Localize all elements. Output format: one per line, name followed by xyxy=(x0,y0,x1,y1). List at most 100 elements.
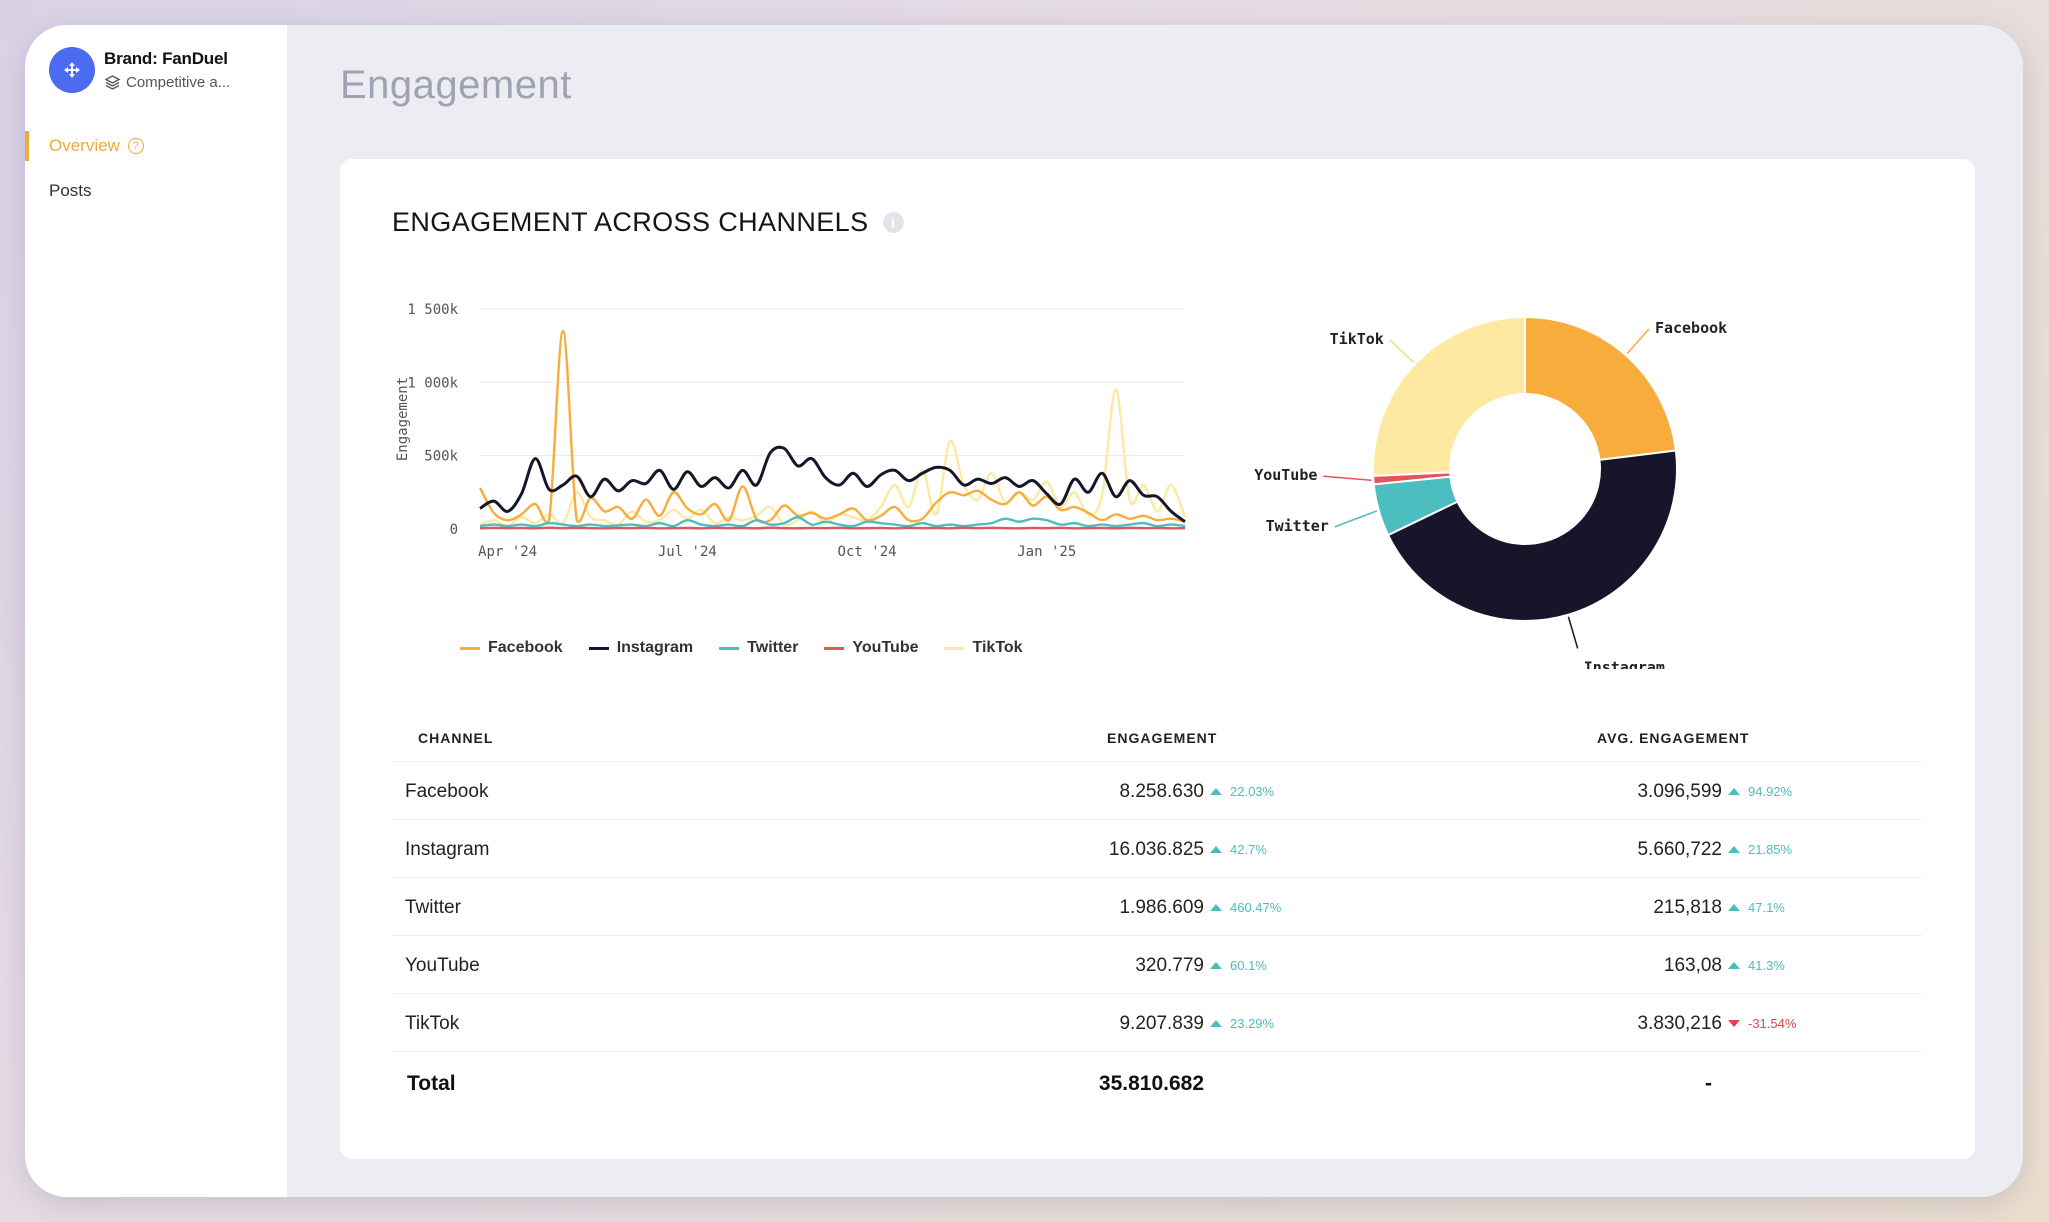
table-row[interactable]: Twitter 1.986.609 460.47% 215,818 47.1% xyxy=(392,878,1922,936)
row-avg-change-text: -31.54% xyxy=(1748,1016,1797,1031)
donut-slice-tiktok[interactable] xyxy=(1372,315,1526,477)
row-engagement-change-text: 22.03% xyxy=(1230,784,1275,799)
donut-label-facebook: Facebook xyxy=(1655,319,1727,337)
row-avg-engagement: 3.096,599 xyxy=(1637,781,1722,802)
trend-up-icon xyxy=(1728,904,1740,911)
donut-label-instagram: Instagram xyxy=(1584,658,1665,669)
engagement-card: ENGAGEMENT ACROSS CHANNELS i 0 500k 1 000k… xyxy=(340,159,1975,1159)
row-engagement: 16.036.825 xyxy=(1108,839,1204,860)
series-line-instagram[interactable] xyxy=(479,445,1186,523)
legend-item-twitter[interactable]: Twitter xyxy=(719,639,798,657)
info-icon[interactable]: i xyxy=(882,212,904,233)
row-engagement-change-text: 23.29% xyxy=(1230,1016,1275,1031)
table-row[interactable]: Instagram 16.036.825 42.7% 5.660,722 21.85% xyxy=(392,820,1922,878)
header-channel: CHANNEL xyxy=(418,730,494,746)
x-tick-label: Jul '24 xyxy=(658,544,717,560)
y-axis-label: Engagement xyxy=(395,377,411,461)
total-engagement: 35.810.682 xyxy=(1098,1072,1204,1095)
row-engagement-change: 42.7% xyxy=(1210,842,1267,857)
legend-label-tiktok: TikTok xyxy=(972,639,1023,656)
header-engagement: ENGAGEMENT xyxy=(1107,730,1218,746)
trend-up-icon xyxy=(1210,846,1222,853)
donut-connector xyxy=(1389,339,1415,364)
row-engagement-change: 23.29% xyxy=(1210,1016,1274,1031)
y-tick-label: 1 500k xyxy=(407,302,458,318)
row-avg-change-text: 21.85% xyxy=(1748,842,1793,857)
trend-up-icon xyxy=(1728,962,1740,969)
legend-label-instagram: Instagram xyxy=(616,639,694,656)
donut-connector xyxy=(1323,475,1372,481)
row-channel: YouTube xyxy=(405,955,480,976)
brand-subtitle: Competitive a... xyxy=(104,74,230,91)
row-engagement: 8.258.630 xyxy=(1119,781,1204,802)
card-title: ENGAGEMENT ACROSS CHANNELS i xyxy=(392,207,904,238)
card-title-text: ENGAGEMENT ACROSS CHANNELS xyxy=(392,207,869,237)
nav-item-posts[interactable]: Posts xyxy=(25,176,287,206)
sidebar: Brand: FanDuel Competitive a... Overview… xyxy=(25,25,287,1197)
row-channel: Twitter xyxy=(405,897,461,918)
donut-connector xyxy=(1334,510,1378,528)
legend-item-tiktok[interactable]: TikTok xyxy=(944,639,1023,657)
table-row[interactable]: YouTube 320.779 60.1% 163,08 41.3% xyxy=(392,936,1922,994)
row-engagement: 320.779 xyxy=(1135,955,1204,976)
row-avg-change-text: 94.92% xyxy=(1748,784,1793,799)
legend-swatch-facebook xyxy=(460,646,480,650)
channel-table: CHANNEL ENGAGEMENT AVG. ENGAGEMENT Faceb… xyxy=(392,714,1922,1114)
row-avg-engagement: 3.830,216 xyxy=(1637,1013,1722,1034)
legend-swatch-tiktok xyxy=(944,646,965,650)
table-header: CHANNEL ENGAGEMENT AVG. ENGAGEMENT xyxy=(392,714,1922,762)
legend-item-youtube[interactable]: YouTube xyxy=(824,639,918,657)
trend-up-icon xyxy=(1210,904,1222,911)
donut-label-youtube: YouTube xyxy=(1254,466,1317,484)
y-tick-label: 0 xyxy=(450,522,458,538)
chart-legend: Facebook Instagram Twitter YouTube TikTo… xyxy=(460,639,1049,657)
row-channel: Facebook xyxy=(405,781,489,802)
table-total-row: Total 35.810.682 - xyxy=(392,1052,1922,1114)
help-icon[interactable]: ? xyxy=(127,138,144,154)
trend-up-icon xyxy=(1210,962,1222,969)
row-channel: Instagram xyxy=(405,839,490,860)
brand-header[interactable]: Brand: FanDuel Competitive a... xyxy=(49,47,230,93)
row-engagement-change-text: 42.7% xyxy=(1230,842,1267,857)
total-avg-engagement: - xyxy=(1705,1072,1712,1095)
table-row[interactable]: TikTok 9.207.839 23.29% 3.830,216 -31.54% xyxy=(392,994,1922,1052)
nav-item-overview[interactable]: Overview ? xyxy=(25,131,287,161)
donut-label-tiktok: TikTok xyxy=(1330,330,1384,348)
page-title: Engagement xyxy=(340,63,572,107)
x-tick-label: Oct '24 xyxy=(838,544,897,560)
legend-item-instagram[interactable]: Instagram xyxy=(588,639,694,657)
y-tick-label: 1 000k xyxy=(407,375,458,391)
row-avg-change: 21.85% xyxy=(1728,842,1792,857)
series-line-twitter[interactable] xyxy=(479,516,1186,528)
app-window: Brand: FanDuel Competitive a... Overview… xyxy=(25,25,2023,1197)
x-tick-label: Apr '24 xyxy=(478,544,537,560)
brand-name: Brand: FanDuel xyxy=(104,49,228,68)
total-label: Total xyxy=(407,1072,456,1095)
donut-slice-facebook[interactable] xyxy=(1524,315,1677,462)
row-avg-change-text: 47.1% xyxy=(1748,900,1785,915)
row-avg-change: -31.54% xyxy=(1728,1016,1796,1031)
nav-posts-label: Posts xyxy=(49,181,92,200)
table-row[interactable]: Facebook 8.258.630 22.03% 3.096,599 94.92% xyxy=(392,762,1922,820)
legend-swatch-youtube xyxy=(824,646,845,650)
trend-up-icon xyxy=(1210,1020,1222,1027)
trend-down-icon xyxy=(1728,1020,1740,1027)
series-line-facebook[interactable] xyxy=(478,329,1186,524)
donut-slice-instagram[interactable] xyxy=(1386,449,1678,622)
trend-up-icon xyxy=(1728,788,1740,795)
row-avg-change: 47.1% xyxy=(1728,900,1785,915)
legend-item-facebook[interactable]: Facebook xyxy=(460,639,563,657)
y-tick-label: 500k xyxy=(424,449,458,465)
row-avg-change: 94.92% xyxy=(1728,784,1792,799)
legend-label-youtube: YouTube xyxy=(852,639,919,656)
nav-overview-label: Overview xyxy=(49,136,120,155)
trend-up-icon xyxy=(1210,788,1222,795)
trend-up-icon xyxy=(1728,846,1740,853)
row-engagement-change: 460.47% xyxy=(1210,900,1281,915)
series-line-youtube[interactable] xyxy=(479,526,1186,530)
legend-swatch-instagram xyxy=(588,646,609,650)
row-avg-change: 41.3% xyxy=(1728,958,1785,973)
row-engagement-change-text: 460.47% xyxy=(1230,900,1282,915)
row-engagement-change: 60.1% xyxy=(1210,958,1267,973)
row-avg-engagement: 5.660,722 xyxy=(1637,839,1722,860)
